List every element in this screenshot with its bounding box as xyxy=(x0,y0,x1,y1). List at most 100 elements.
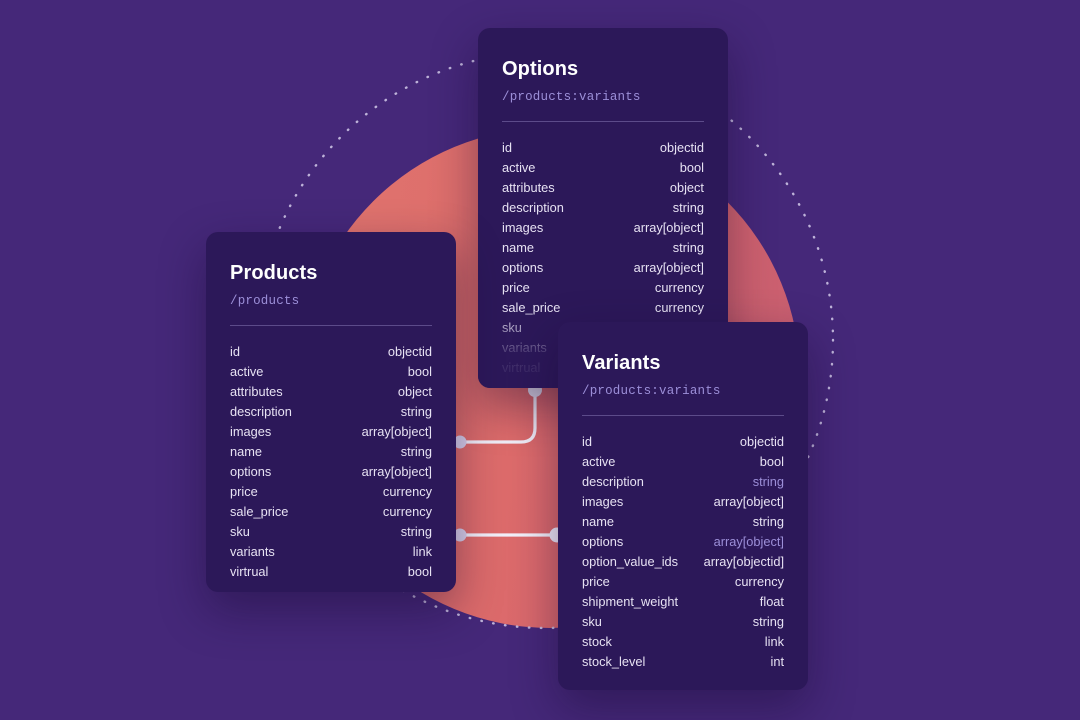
field-type: string xyxy=(400,444,432,459)
field-row: shipment_weight float xyxy=(582,594,784,614)
field-type: currency xyxy=(382,484,432,499)
field-type: object xyxy=(669,180,704,195)
field-name: active xyxy=(502,160,536,175)
field-row: sale_price currency xyxy=(502,300,704,320)
field-name: active xyxy=(230,364,264,379)
field-name: price xyxy=(230,484,258,499)
field-type: string xyxy=(400,404,432,419)
card-divider-variants xyxy=(582,415,784,416)
field-name: options xyxy=(582,534,624,549)
field-row: images array[object] xyxy=(502,220,704,240)
field-name: description xyxy=(230,404,292,419)
field-row: description string xyxy=(502,200,704,220)
field-name: virtrual xyxy=(502,360,541,375)
field-type: string xyxy=(672,200,704,215)
field-row: attributes object xyxy=(230,384,432,404)
field-type: bool xyxy=(759,454,784,469)
card-title-variants: Variants xyxy=(582,352,661,374)
field-type: array[object] xyxy=(633,260,704,275)
field-name: price xyxy=(502,280,530,295)
schema-card-variants[interactable]: Variants /products:variants id objectid ac… xyxy=(558,322,808,690)
field-row: price currency xyxy=(582,574,784,594)
field-type: currency xyxy=(382,504,432,519)
field-row: name string xyxy=(582,514,784,534)
field-type: array[object] xyxy=(633,220,704,235)
card-title-options: Options xyxy=(502,58,579,80)
field-row: id objectid xyxy=(582,434,784,454)
field-type: array[object] xyxy=(361,464,432,479)
field-row: stock link xyxy=(582,634,784,654)
field-row: options array[object] xyxy=(502,260,704,280)
field-type: array[objectid] xyxy=(703,554,784,569)
field-row: description string xyxy=(582,474,784,494)
field-type: link xyxy=(764,634,784,649)
field-row: id objectid xyxy=(230,344,432,364)
field-type: string xyxy=(752,474,784,489)
field-name: id xyxy=(230,344,240,359)
card-subtitle-products: /products xyxy=(230,294,300,308)
field-row: name string xyxy=(230,444,432,464)
field-type: objectid xyxy=(659,140,704,155)
field-type: objectid xyxy=(387,344,432,359)
field-list-variants: id objectid active bool description string ima… xyxy=(582,416,784,674)
field-row: description string xyxy=(230,404,432,424)
field-type: objectid xyxy=(739,434,784,449)
field-name: images xyxy=(230,424,272,439)
field-row: price currency xyxy=(230,484,432,504)
field-name: options xyxy=(230,464,272,479)
card-subtitle-options: /products:variants xyxy=(502,90,641,104)
field-row: name string xyxy=(502,240,704,260)
field-name: price xyxy=(582,574,610,589)
field-type: bool xyxy=(679,160,704,175)
field-name: sku xyxy=(582,614,602,629)
field-type: string xyxy=(752,514,784,529)
schema-card-products[interactable]: Products /products id objectid active bool a… xyxy=(206,232,456,592)
field-row: sku string xyxy=(230,524,432,544)
field-row: option_value_ids array[objectid] xyxy=(582,554,784,574)
field-type: string xyxy=(400,524,432,539)
field-type: string xyxy=(672,240,704,255)
field-type: float xyxy=(759,594,784,609)
field-type: bool xyxy=(407,564,432,579)
card-divider-products xyxy=(230,325,432,326)
field-type: link xyxy=(412,544,432,559)
field-row: options array[object] xyxy=(230,464,432,484)
field-name: images xyxy=(502,220,544,235)
field-row: price currency xyxy=(502,280,704,300)
field-name: option_value_ids xyxy=(582,554,679,569)
field-row: images array[object] xyxy=(582,494,784,514)
field-row: active bool xyxy=(582,454,784,474)
field-name: description xyxy=(502,200,564,215)
field-type: currency xyxy=(734,574,784,589)
field-name: sku xyxy=(502,320,522,335)
field-row: options array[object] xyxy=(582,534,784,554)
field-name: options xyxy=(502,260,544,275)
field-name: sale_price xyxy=(502,300,561,315)
field-name: attributes xyxy=(502,180,555,195)
card-title-products: Products xyxy=(230,262,318,284)
field-name: name xyxy=(502,240,535,255)
field-name: images xyxy=(582,494,624,509)
field-row: sale_price currency xyxy=(230,504,432,524)
field-type: array[object] xyxy=(713,494,784,509)
field-row: active bool xyxy=(502,160,704,180)
field-row: stock_level int xyxy=(582,654,784,674)
field-type: int xyxy=(770,654,784,669)
field-name: sale_price xyxy=(230,504,289,519)
field-type: currency xyxy=(654,280,704,295)
field-name: stock xyxy=(582,634,612,649)
field-type: currency xyxy=(654,300,704,315)
field-row: sku string xyxy=(582,614,784,634)
field-type: array[object] xyxy=(361,424,432,439)
field-name: virtrual xyxy=(230,564,269,579)
field-name: variants xyxy=(502,340,547,355)
field-name: variants xyxy=(230,544,275,559)
field-row: variants link xyxy=(230,544,432,564)
field-name: sku xyxy=(230,524,250,539)
field-name: name xyxy=(230,444,263,459)
card-subtitle-variants: /products:variants xyxy=(582,384,721,398)
field-name: stock_level xyxy=(582,654,646,669)
card-divider-options xyxy=(502,121,704,122)
field-type: object xyxy=(397,384,432,399)
